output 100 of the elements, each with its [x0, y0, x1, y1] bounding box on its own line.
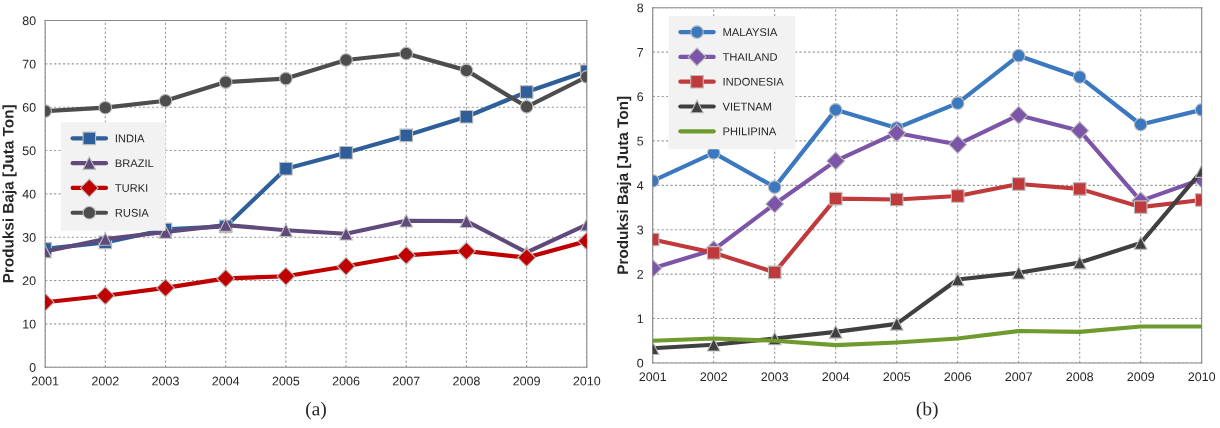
point — [828, 103, 843, 117]
point — [279, 71, 293, 86]
point — [1011, 48, 1026, 63]
legend-label: THAILAND — [722, 53, 777, 61]
legend-label: TURKI — [115, 184, 148, 192]
legend-label: INDONESIA — [723, 77, 784, 86]
point — [519, 85, 534, 99]
point — [765, 194, 785, 214]
point — [459, 109, 474, 124]
point — [459, 214, 474, 228]
y-tick-label: 8 — [637, 3, 644, 13]
point — [948, 135, 968, 154]
x-tick-label: 2001 — [31, 376, 59, 386]
y-tick-label: 3 — [637, 225, 644, 235]
x-tick-label: 2002 — [700, 372, 727, 382]
x-tick-label: 2003 — [761, 372, 789, 382]
point — [1072, 182, 1087, 196]
y-tick-label: 0 — [637, 358, 644, 368]
point — [1070, 121, 1090, 141]
y-tick-label: 5 — [637, 136, 644, 146]
x-tick-label: 2007 — [392, 376, 420, 386]
y-tick-label: 50 — [22, 146, 36, 156]
point — [339, 226, 353, 241]
y-tick-label: 7 — [637, 48, 644, 57]
y-tick-label: 0 — [29, 363, 36, 372]
y-tick-label: 10 — [23, 319, 36, 329]
point — [336, 256, 356, 276]
y-tick-label: 6 — [637, 92, 644, 102]
point — [95, 286, 115, 306]
point — [1011, 177, 1026, 191]
y-tick-label: 30 — [22, 233, 36, 242]
legend-label: MALAYSIA — [723, 28, 778, 37]
y-axis-title: Produksi Baja [Juta Ton] — [2, 105, 17, 283]
x-tick-label: 2009 — [513, 376, 540, 386]
point — [1133, 117, 1148, 132]
point — [889, 192, 904, 207]
legend-label: VIETNAM — [722, 102, 772, 111]
point — [339, 145, 353, 160]
point — [98, 100, 113, 115]
point — [517, 248, 537, 267]
x-tick-label: 2005 — [883, 372, 911, 382]
x-tick-label: 2003 — [152, 376, 179, 386]
x-tick-label: 2002 — [92, 376, 119, 386]
point — [279, 223, 293, 238]
y-tick-label: 2 — [637, 269, 644, 279]
point — [950, 189, 965, 203]
point — [399, 46, 414, 61]
point — [1072, 255, 1087, 270]
point — [216, 268, 236, 288]
point — [399, 213, 414, 228]
point — [1133, 236, 1148, 250]
y-axis-title: Produksi Baja [Juta Ton] — [616, 96, 632, 274]
point — [950, 272, 965, 287]
y-tick-label: 70 — [22, 59, 36, 69]
point — [1072, 70, 1087, 84]
point — [1009, 105, 1029, 125]
y-tick-label: 80 — [22, 16, 36, 26]
x-tick-label: 2009 — [1127, 372, 1155, 382]
point — [279, 161, 293, 176]
point — [158, 93, 173, 108]
point — [767, 180, 782, 194]
x-tick-label: 2006 — [332, 376, 360, 386]
y-tick-label: 40 — [22, 189, 36, 199]
point — [339, 53, 353, 67]
x-tick-label: 2004 — [212, 376, 240, 386]
point — [276, 266, 296, 286]
point — [887, 123, 907, 143]
x-tick-label: 2001 — [639, 372, 666, 382]
point — [826, 151, 846, 171]
x-tick-label: 2010 — [1188, 372, 1216, 382]
point — [396, 246, 416, 265]
text: (a) — [306, 401, 326, 420]
legend-label: INDIA — [115, 134, 145, 143]
y-tick-label: 4 — [637, 181, 644, 190]
legend-label: PHILIPINA — [723, 127, 777, 136]
point — [457, 241, 476, 261]
point — [218, 75, 233, 89]
point — [889, 317, 904, 331]
x-tick-label: 2007 — [1005, 372, 1032, 382]
legend-label: RUSIA — [115, 208, 149, 217]
x-tick-label: 2005 — [272, 376, 300, 386]
point — [399, 128, 414, 143]
point — [767, 265, 782, 280]
y-tick-label: 60 — [22, 103, 36, 112]
point — [1133, 200, 1148, 214]
point — [156, 278, 175, 298]
legend-label: BRAZIL — [115, 159, 154, 168]
point — [950, 96, 965, 110]
point — [459, 63, 474, 78]
x-tick-label: 2010 — [573, 376, 601, 386]
y-tick-label: 1 — [637, 314, 644, 324]
point — [519, 99, 534, 114]
point — [828, 325, 843, 339]
point — [98, 232, 113, 246]
x-tick-label: 2004 — [822, 372, 850, 382]
point — [706, 246, 721, 260]
x-tick-label: 2008 — [1066, 372, 1094, 382]
y-tick-label: 20 — [22, 276, 36, 286]
point — [1011, 265, 1026, 280]
text: (b) — [916, 401, 938, 420]
